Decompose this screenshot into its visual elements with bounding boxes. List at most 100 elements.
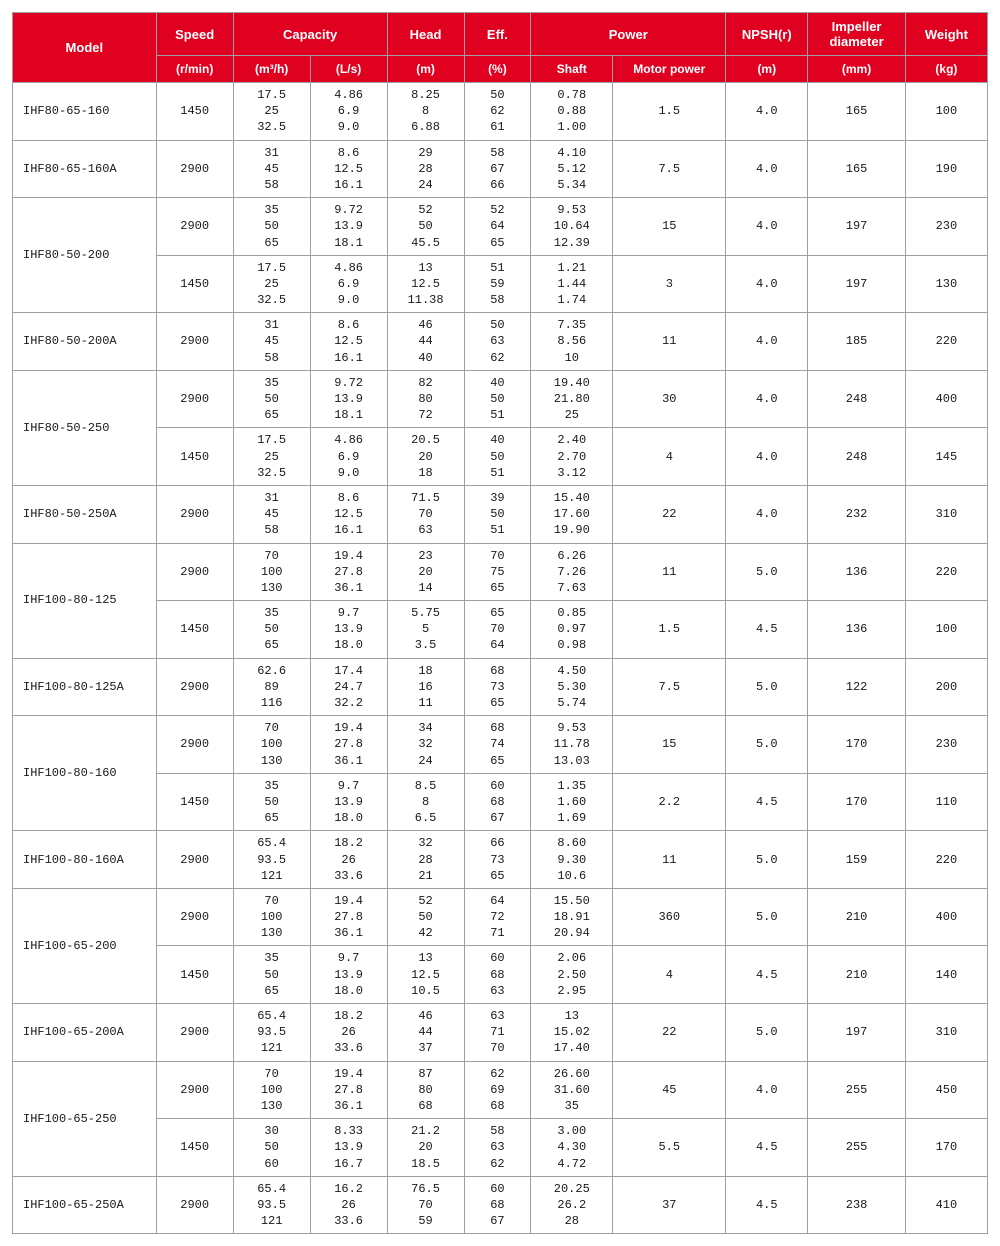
cell-eff: 60 68 63	[464, 946, 531, 1004]
cell-speed: 2900	[156, 140, 233, 198]
cell-shaft: 3.00 4.30 4.72	[531, 1119, 613, 1177]
cell-speed: 2900	[156, 831, 233, 889]
cell-imp: 165	[808, 83, 906, 141]
cell-eff: 52 64 65	[464, 198, 531, 256]
cell-npsh: 4.0	[726, 83, 808, 141]
table-row: IHF100-65-200A290065.4 93.5 12118.2 26 3…	[13, 1004, 988, 1062]
cell-head: 20.5 20 18	[387, 428, 464, 486]
cell-head: 87 80 68	[387, 1061, 464, 1119]
cell-head: 46 44 40	[387, 313, 464, 371]
unit-imp: (mm)	[808, 56, 906, 83]
cell-weight: 400	[905, 888, 987, 946]
cell-motor: 3	[613, 255, 726, 313]
cell-eff: 40 50 51	[464, 370, 531, 428]
cell-imp: 210	[808, 888, 906, 946]
cell-npsh: 4.0	[726, 428, 808, 486]
cell-imp: 232	[808, 485, 906, 543]
table-row: IHF80-65-160A290031 45 588.6 12.5 16.129…	[13, 140, 988, 198]
cell-model: IHF100-80-125	[13, 543, 157, 658]
cell-shaft: 19.40 21.80 25	[531, 370, 613, 428]
cell-ls: 18.2 26 33.6	[310, 1004, 387, 1062]
col-eff: Eff.	[464, 13, 531, 56]
cell-eff: 39 50 51	[464, 485, 531, 543]
cell-m3h: 31 45 58	[233, 140, 310, 198]
cell-speed: 2900	[156, 888, 233, 946]
cell-m3h: 35 50 65	[233, 198, 310, 256]
cell-ls: 9.72 13.9 18.1	[310, 370, 387, 428]
cell-shaft: 1.35 1.60 1.69	[531, 773, 613, 831]
cell-eff: 62 69 68	[464, 1061, 531, 1119]
cell-ls: 19.4 27.8 36.1	[310, 888, 387, 946]
cell-ls: 18.2 26 33.6	[310, 831, 387, 889]
cell-weight: 145	[905, 428, 987, 486]
table-row: IHF100-65-200290070 100 13019.4 27.8 36.…	[13, 888, 988, 946]
cell-speed: 2900	[156, 370, 233, 428]
unit-head: (m)	[387, 56, 464, 83]
cell-npsh: 4.0	[726, 1061, 808, 1119]
cell-eff: 60 68 67	[464, 773, 531, 831]
cell-weight: 110	[905, 773, 987, 831]
cell-motor: 30	[613, 370, 726, 428]
cell-model: IHF80-50-250	[13, 370, 157, 485]
cell-speed: 1450	[156, 946, 233, 1004]
cell-weight: 220	[905, 313, 987, 371]
cell-imp: 159	[808, 831, 906, 889]
cell-head: 18 16 11	[387, 658, 464, 716]
cell-model: IHF80-50-250A	[13, 485, 157, 543]
cell-imp: 248	[808, 370, 906, 428]
cell-model: IHF100-80-160	[13, 716, 157, 831]
cell-model: IHF100-65-200A	[13, 1004, 157, 1062]
cell-shaft: 0.78 0.88 1.00	[531, 83, 613, 141]
cell-shaft: 4.50 5.30 5.74	[531, 658, 613, 716]
cell-motor: 7.5	[613, 140, 726, 198]
cell-m3h: 70 100 130	[233, 543, 310, 601]
cell-eff: 70 75 65	[464, 543, 531, 601]
cell-speed: 2900	[156, 658, 233, 716]
col-weight: Weight	[905, 13, 987, 56]
cell-speed: 2900	[156, 543, 233, 601]
cell-head: 8.25 8 6.88	[387, 83, 464, 141]
cell-npsh: 5.0	[726, 658, 808, 716]
cell-weight: 450	[905, 1061, 987, 1119]
cell-head: 76.5 70 59	[387, 1176, 464, 1234]
cell-shaft: 2.40 2.70 3.12	[531, 428, 613, 486]
cell-m3h: 35 50 65	[233, 773, 310, 831]
unit-npsh: (m)	[726, 56, 808, 83]
cell-speed: 2900	[156, 198, 233, 256]
cell-head: 82 80 72	[387, 370, 464, 428]
cell-m3h: 65.4 93.5 121	[233, 1004, 310, 1062]
cell-motor: 11	[613, 543, 726, 601]
cell-shaft: 8.60 9.30 10.6	[531, 831, 613, 889]
unit-ls: (L/s)	[310, 56, 387, 83]
cell-imp: 170	[808, 716, 906, 774]
cell-imp: 197	[808, 255, 906, 313]
table-row: 145017.5 25 32.54.86 6.9 9.020.5 20 1840…	[13, 428, 988, 486]
cell-ls: 4.86 6.9 9.0	[310, 255, 387, 313]
cell-speed: 1450	[156, 83, 233, 141]
cell-motor: 11	[613, 313, 726, 371]
cell-motor: 2.2	[613, 773, 726, 831]
cell-npsh: 4.0	[726, 370, 808, 428]
cell-speed: 2900	[156, 1061, 233, 1119]
cell-ls: 9.7 13.9 18.0	[310, 773, 387, 831]
cell-speed: 2900	[156, 1176, 233, 1234]
cell-weight: 140	[905, 946, 987, 1004]
cell-npsh: 5.0	[726, 1004, 808, 1062]
cell-m3h: 62.6 89 116	[233, 658, 310, 716]
cell-head: 46 44 37	[387, 1004, 464, 1062]
table-row: IHF100-80-160290070 100 13019.4 27.8 36.…	[13, 716, 988, 774]
table-row: 145017.5 25 32.54.86 6.9 9.013 12.5 11.3…	[13, 255, 988, 313]
cell-motor: 22	[613, 1004, 726, 1062]
cell-eff: 50 63 62	[464, 313, 531, 371]
cell-shaft: 0.85 0.97 0.98	[531, 601, 613, 659]
cell-npsh: 4.0	[726, 140, 808, 198]
cell-shaft: 4.10 5.12 5.34	[531, 140, 613, 198]
cell-motor: 15	[613, 198, 726, 256]
cell-head: 29 28 24	[387, 140, 464, 198]
cell-shaft: 1.21 1.44 1.74	[531, 255, 613, 313]
cell-m3h: 70 100 130	[233, 716, 310, 774]
cell-model: IHF80-65-160A	[13, 140, 157, 198]
col-head: Head	[387, 13, 464, 56]
cell-shaft: 2.06 2.50 2.95	[531, 946, 613, 1004]
cell-shaft: 20.25 26.2 28	[531, 1176, 613, 1234]
